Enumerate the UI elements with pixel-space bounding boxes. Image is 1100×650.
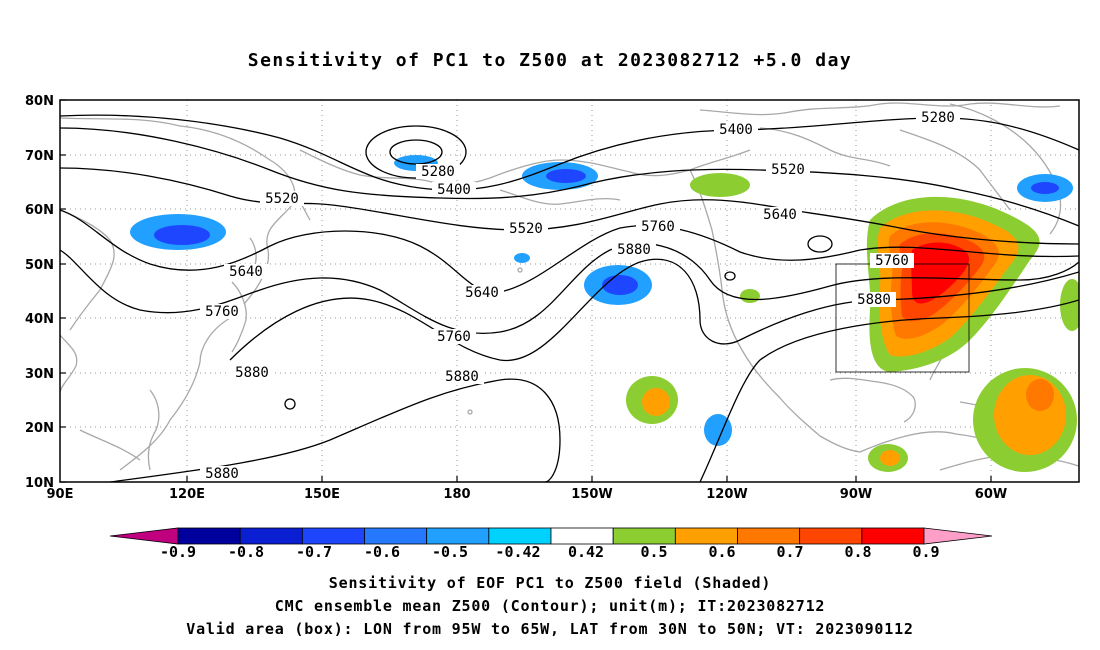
lat-label-60n: 60N [25, 203, 54, 218]
lon-label-180: 180 [443, 487, 470, 502]
lat-label-10n: 10N [25, 476, 54, 491]
contour-label-5880-d: 5880 [857, 292, 891, 308]
contour-label-5520-b: 5520 [509, 221, 543, 237]
lon-label-120e: 120E [169, 487, 205, 502]
contour-label-5280-a: 5280 [421, 164, 455, 180]
contour-label-5280-b: 5280 [921, 110, 955, 126]
caption-line-1: Sensitivity of EOF PC1 to Z500 field (Sh… [328, 574, 772, 592]
caption-line-3: Valid area (box): LON from 95W to 65W, L… [186, 620, 914, 638]
contour-label-5760-d: 5760 [875, 253, 909, 269]
contour-label-group: 5280 5280 5400 5400 5520 5520 5520 5640 … [200, 110, 960, 482]
lat-label-40n: 40N [25, 312, 54, 327]
lat-label-20n: 20N [25, 421, 54, 436]
contour-label-5880-e: 5880 [205, 466, 239, 482]
caption-line-2: CMC ensemble mean Z500 (Contour); unit(m… [274, 597, 826, 615]
map-title: Sensitivity of PC1 to Z500 at 2023082712… [247, 50, 853, 71]
contour-label-5760-b: 5760 [437, 329, 471, 345]
contour-label-5520-a: 5520 [265, 191, 299, 207]
lat-label-80n: 80N [25, 94, 54, 109]
contour-label-5520-c: 5520 [771, 162, 805, 178]
plot-frame [59, 99, 1080, 483]
contour-label-5880-a: 5880 [235, 365, 269, 381]
contour-label-5400-a: 5400 [437, 182, 471, 198]
tick-marks [60, 99, 992, 483]
lat-label-70n: 70N [25, 149, 54, 164]
contour-label-5760-c: 5760 [641, 219, 675, 235]
lon-label-60w: 60W [975, 487, 1007, 502]
contour-label-5640-c: 5640 [763, 207, 797, 223]
contour-label-5880-c: 5880 [617, 242, 651, 258]
contour-label-5640-b: 5640 [465, 285, 499, 301]
lat-label-30n: 30N [25, 367, 54, 382]
contour-label-5760-a: 5760 [205, 304, 239, 320]
contour-label-5400-b: 5400 [719, 122, 753, 138]
contour-label-5640-a: 5640 [229, 264, 263, 280]
contour-label-5880-b: 5880 [445, 369, 479, 385]
lon-label-120w: 120W [706, 487, 747, 502]
lon-label-150e: 150E [304, 487, 340, 502]
lon-label-150w: 150W [571, 487, 612, 502]
lon-label-90w: 90W [840, 487, 872, 502]
lat-label-50n: 50N [25, 258, 54, 273]
lon-label-90e: 90E [47, 487, 74, 502]
